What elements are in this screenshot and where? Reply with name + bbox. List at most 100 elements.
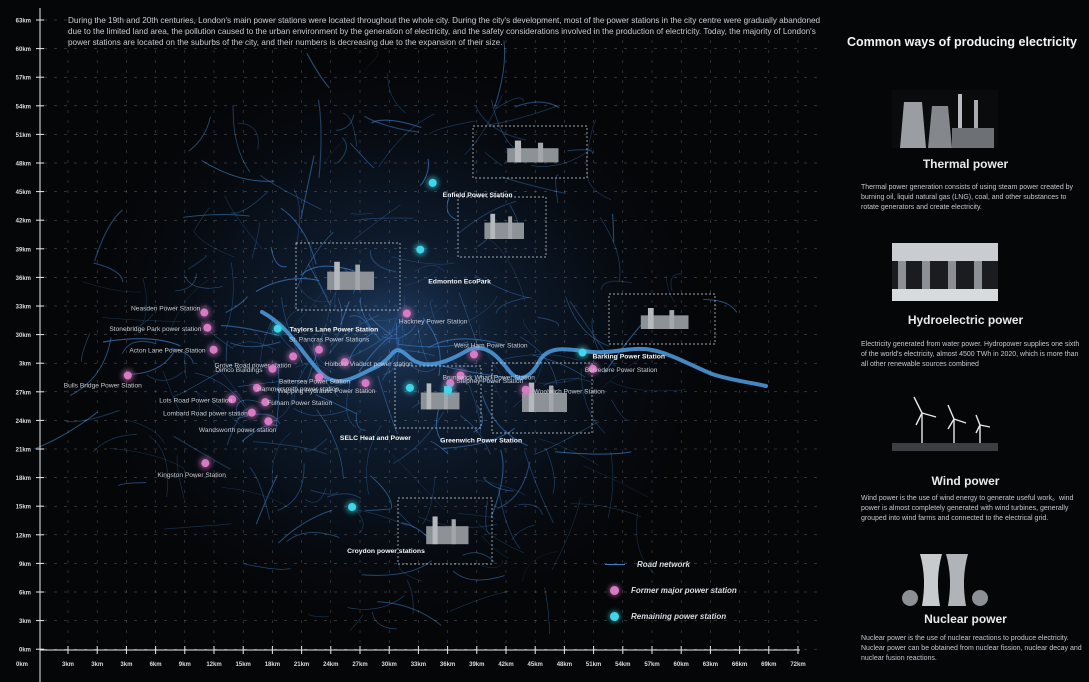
road-segment — [173, 364, 232, 398]
x-tick-label: 69km — [761, 662, 776, 668]
legend-former-label: Former major power station — [631, 586, 737, 595]
former-station-dot[interactable] — [315, 373, 323, 382]
x-tick-label: 3km — [120, 662, 132, 668]
station-label: Dimco Buildings — [215, 367, 263, 374]
road-segment — [582, 465, 649, 498]
road-segment — [312, 336, 339, 397]
road-segment — [260, 319, 273, 368]
x-tick-label: 48km — [557, 662, 572, 668]
road-segment — [474, 275, 533, 299]
road-segment — [343, 113, 358, 147]
former-station-dot[interactable] — [340, 358, 349, 367]
y-tick-label: 33km — [16, 305, 31, 311]
former-station[interactable]: Neasden Power Station — [131, 306, 211, 320]
former-station-dot[interactable] — [315, 345, 323, 354]
road-segment — [229, 341, 281, 348]
road-segment — [485, 500, 491, 535]
former-station[interactable]: Hammersmith power station — [250, 381, 340, 395]
former-station-dot[interactable] — [228, 395, 237, 404]
former-station-dot[interactable] — [521, 385, 530, 394]
former-station-dot[interactable] — [247, 408, 256, 417]
road-segment — [237, 380, 307, 388]
y-tick-label: 63km — [16, 19, 31, 25]
remaining-station[interactable]: SELC Heat and Power — [340, 381, 417, 442]
former-station[interactable]: Hackney Power Station — [399, 306, 468, 326]
former-station[interactable]: Belvedere Power Station — [585, 362, 658, 376]
road-segment — [315, 394, 357, 414]
former-station[interactable]: St. Pancras Power Stations — [289, 337, 370, 357]
former-station-dot[interactable] — [123, 371, 132, 380]
road-segment — [310, 239, 329, 299]
remaining-station-dot[interactable] — [348, 503, 357, 511]
former-station-dot[interactable] — [402, 309, 411, 318]
remaining-dot-swatch — [610, 612, 619, 621]
former-station-dot[interactable] — [268, 364, 277, 373]
road-segment — [502, 354, 578, 361]
remaining-station[interactable]: Taylors Lane Power Station — [271, 322, 378, 336]
remaining-station-dot[interactable] — [273, 324, 282, 333]
remaining-station-dot[interactable] — [578, 348, 587, 357]
remaining-station-dot[interactable] — [428, 178, 437, 187]
station-photo — [426, 516, 469, 545]
former-station[interactable]: Battersea Power Station — [279, 370, 350, 386]
former-station[interactable]: Acton Lane Power Station — [129, 343, 221, 357]
former-station[interactable]: Fulham Power Station — [258, 395, 333, 409]
former-station[interactable]: Lots Road Power Station — [159, 392, 239, 406]
type-desc-nuclear: Nuclear power is the use of nuclear reac… — [861, 635, 1082, 662]
road-segment — [298, 284, 331, 303]
former-station[interactable]: Wapping Hydraulic Power Station — [278, 376, 376, 396]
road-segment — [480, 560, 504, 568]
road-segment — [336, 114, 355, 131]
former-station-dot[interactable] — [588, 364, 597, 373]
road-segment — [366, 424, 382, 495]
former-station[interactable]: Kingston Power Station — [157, 456, 226, 480]
remaining-station-dot[interactable] — [405, 383, 414, 392]
former-station[interactable]: Brunswick Wharf Power Station — [443, 368, 536, 382]
former-station-dot[interactable] — [264, 417, 273, 426]
former-station-dot[interactable] — [261, 398, 270, 407]
road-segment — [236, 399, 262, 413]
former-station-dot[interactable] — [209, 345, 218, 354]
former-station-dot[interactable] — [200, 308, 209, 317]
remaining-station[interactable]: Edmonton EcoPark — [413, 243, 491, 286]
former-station-dot[interactable] — [253, 383, 261, 392]
former-station[interactable]: Woolwich Power Station — [519, 383, 605, 397]
former-station-dot[interactable] — [456, 371, 465, 380]
road-segment — [392, 411, 445, 465]
former-station[interactable]: Dimco Buildings — [215, 362, 279, 376]
former-station[interactable]: Grove Road power station — [215, 349, 300, 370]
former-station-dot[interactable] — [201, 459, 210, 468]
road-segment — [391, 454, 445, 511]
former-station-dot[interactable] — [289, 352, 298, 361]
road-segment — [280, 207, 317, 265]
road-segment — [475, 479, 526, 496]
former-station[interactable]: West Ham Power Station — [454, 342, 528, 361]
remaining-station[interactable]: Barking Power Station — [576, 346, 665, 361]
former-station[interactable]: Bulls Bridge Power Station — [64, 368, 142, 390]
remaining-station-dot[interactable] — [444, 385, 453, 394]
remaining-station[interactable]: Enfield Power Station — [426, 176, 513, 199]
road-segment — [570, 503, 641, 517]
road-segment — [334, 290, 342, 313]
former-station[interactable]: Wandsworth power station — [199, 414, 277, 435]
x-tick-label: 63km — [703, 662, 718, 668]
x-tick-label: 24km — [323, 662, 338, 668]
road-segment — [524, 450, 554, 524]
former-station-dot[interactable] — [203, 323, 212, 332]
road-segment — [317, 99, 322, 178]
type-desc-wind: Wind power is the use of wind energy to … — [861, 495, 1074, 522]
road-segment — [330, 298, 343, 346]
remaining-station[interactable]: Greenwich Power Station — [440, 383, 522, 445]
road-segment — [236, 413, 281, 425]
former-station[interactable]: Lombard Road power station — [163, 406, 259, 420]
y-tick-label: 54km — [16, 104, 31, 110]
road-segment — [369, 250, 397, 273]
former-station[interactable]: Holborn Viaduct power station — [325, 355, 413, 369]
former-station[interactable]: Stonebridge Park power station — [109, 321, 214, 335]
former-station-dot[interactable] — [470, 350, 478, 359]
remaining-station-dot[interactable] — [416, 245, 425, 254]
remaining-station[interactable]: Croydon power stations — [345, 500, 426, 556]
station-label: Greenwich Power Station — [440, 438, 522, 445]
former-station-dot[interactable] — [361, 379, 370, 388]
road-segment — [494, 40, 506, 108]
